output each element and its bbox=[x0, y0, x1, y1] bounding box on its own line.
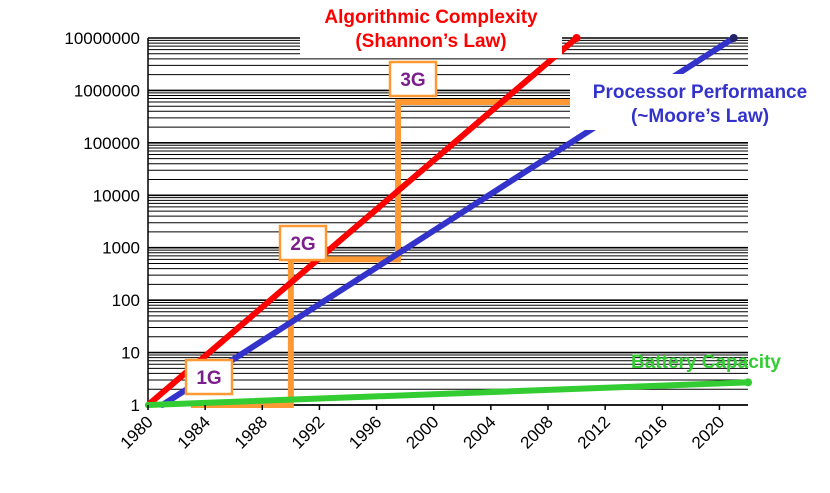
annotation-text: (Shannon’s Law) bbox=[355, 31, 506, 52]
annotation-background bbox=[300, 2, 562, 58]
generation-label: 2G bbox=[290, 234, 315, 255]
generation-step-line bbox=[190, 99, 577, 408]
series-end-marker bbox=[572, 34, 581, 42]
y-tick-label: 100000 bbox=[83, 134, 140, 153]
annotation-background bbox=[570, 74, 826, 130]
y-tick-label: 10 bbox=[121, 344, 140, 363]
generation-label-box bbox=[184, 358, 234, 396]
y-tick-label: 1 bbox=[131, 396, 140, 415]
x-tick-label: 1992 bbox=[288, 412, 328, 452]
annotation-text: Algorithmic Complexity bbox=[324, 7, 538, 28]
y-tick-label: 1000000 bbox=[74, 81, 140, 100]
y-tick-label: 1000 bbox=[102, 239, 140, 258]
series-line-2 bbox=[145, 379, 751, 408]
x-tick-label: 2008 bbox=[517, 412, 557, 452]
x-tick-label: 1980 bbox=[117, 412, 157, 452]
generation-label: 1G bbox=[196, 368, 221, 389]
generation-labels: 1G 2G 3G bbox=[184, 60, 438, 396]
y-tick-label: 10000000 bbox=[64, 29, 140, 48]
x-tick-label: 2020 bbox=[688, 412, 728, 452]
annotations: Algorithmic Complexity (Shannon’s Law) Pro… bbox=[300, 2, 826, 373]
x-tick-label: 2016 bbox=[631, 412, 671, 452]
annotation-text: (~Moore’s Law) bbox=[631, 106, 769, 127]
annotation-text: Battery Capacity bbox=[631, 352, 781, 373]
x-tick-labels: 1980 1984 1988 1992 1996 2000 2004 2008 2012 2016… bbox=[117, 405, 728, 453]
generation-steps bbox=[190, 99, 577, 408]
x-tick-label: 2000 bbox=[402, 412, 442, 452]
annotation-text: Processor Performance bbox=[593, 82, 807, 103]
x-tick-label: 1996 bbox=[345, 412, 385, 452]
y-tick-label: 10000 bbox=[93, 186, 140, 205]
x-tick-label: 1988 bbox=[231, 412, 271, 452]
y-tick-labels: 1 10 100 1000 10000 100000 1000000 10000000 bbox=[64, 29, 140, 415]
x-tick-label: 2004 bbox=[460, 412, 500, 452]
generation-label: 3G bbox=[400, 70, 425, 91]
series-end-marker bbox=[744, 378, 752, 387]
generation-label-box bbox=[278, 224, 328, 262]
x-tick-label: 1984 bbox=[174, 412, 214, 452]
generation-label-box bbox=[388, 60, 438, 98]
series-line-0 bbox=[145, 35, 580, 408]
series-end-marker bbox=[729, 34, 738, 42]
x-tick-label: 2012 bbox=[574, 412, 614, 452]
y-tick-label: 100 bbox=[112, 291, 140, 310]
